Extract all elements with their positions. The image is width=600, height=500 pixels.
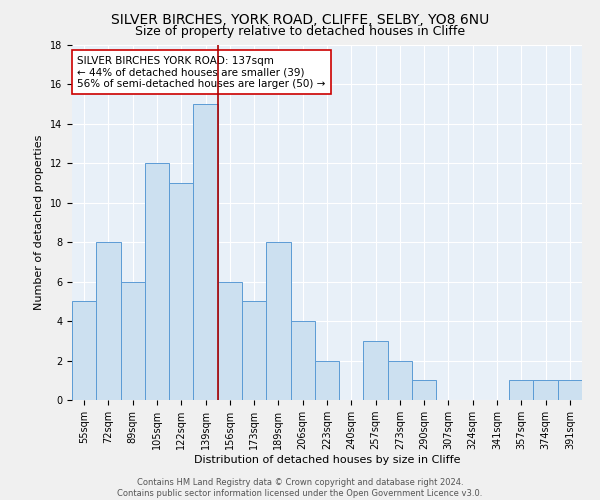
Bar [242,302,266,400]
Bar [364,341,388,400]
Text: Contains HM Land Registry data © Crown copyright and database right 2024.
Contai: Contains HM Land Registry data © Crown c… [118,478,482,498]
Text: SILVER BIRCHES YORK ROAD: 137sqm
← 44% of detached houses are smaller (39)
56% o: SILVER BIRCHES YORK ROAD: 137sqm ← 44% o… [77,56,325,89]
Bar [412,380,436,400]
Bar [509,380,533,400]
Text: SILVER BIRCHES, YORK ROAD, CLIFFE, SELBY, YO8 6NU: SILVER BIRCHES, YORK ROAD, CLIFFE, SELBY… [111,12,489,26]
Bar [121,282,145,400]
Text: Size of property relative to detached houses in Cliffe: Size of property relative to detached ho… [135,25,465,38]
Bar [290,321,315,400]
Bar [72,302,96,400]
Bar [266,242,290,400]
Bar [388,360,412,400]
Bar [315,360,339,400]
Y-axis label: Number of detached properties: Number of detached properties [34,135,44,310]
Bar [169,183,193,400]
Bar [193,104,218,400]
Bar [218,282,242,400]
Bar [533,380,558,400]
Bar [558,380,582,400]
Bar [145,164,169,400]
X-axis label: Distribution of detached houses by size in Cliffe: Distribution of detached houses by size … [194,455,460,465]
Bar [96,242,121,400]
